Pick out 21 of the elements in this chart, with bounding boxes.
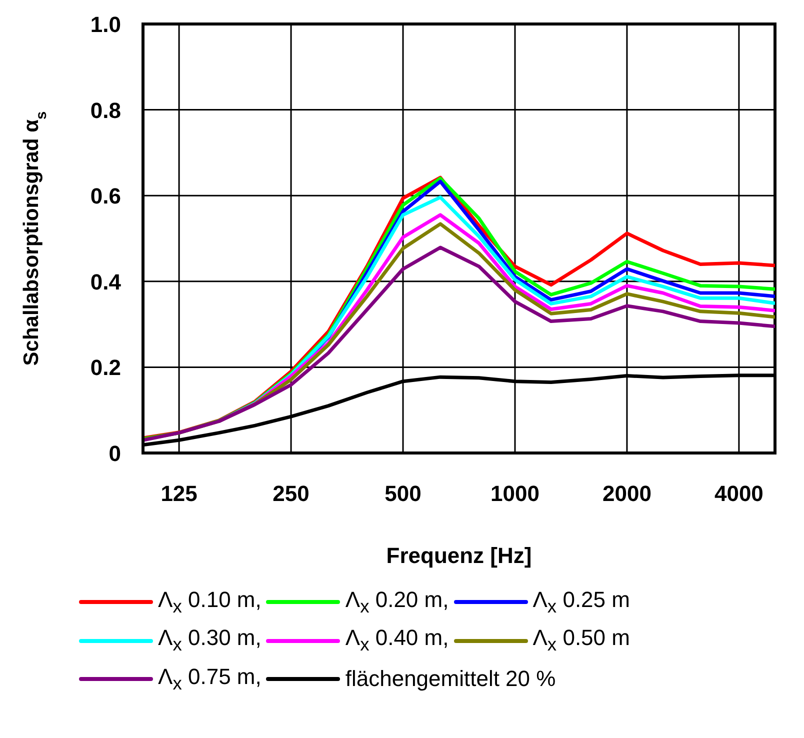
x-tick-label: 500 [384,481,422,506]
x-tick-label: 1000 [490,481,540,506]
y-tick-label: 0.2 [90,355,121,380]
legend-label: Λ$_{x}$ 0.75 m, [158,664,262,694]
y-tick-label: 0.6 [90,184,121,209]
y-tick-label: 0.8 [90,98,121,123]
legend-label: Λ$_{x}$ 0.10 m, [158,587,262,618]
legend-label: Λ$_{x}$ 0.30 m, [158,625,262,656]
x-tick-label: 2000 [602,481,652,506]
x-tick-label: 4000 [714,481,764,506]
legend-label: flächengemittelt 20 % [345,666,556,692]
y-tick-label: 0 [108,441,121,466]
legend-label: Λ$_{x}$ 0.40 m, [345,625,449,656]
y-tick-label: 0.4 [90,269,122,294]
x-tick-label: 125 [160,481,198,506]
x-axis-title: Frequenz [Hz] [386,543,532,568]
legend-label: Λ$_{x}$ 0.50 m [532,625,630,656]
legend-label: Λ$_{x}$ 0.25 m [532,587,630,618]
legend-label: Λ$_{x}$ 0.20 m, [345,587,449,618]
x-tick-label: 250 [272,481,310,506]
y-tick-label: 1.0 [90,12,121,37]
